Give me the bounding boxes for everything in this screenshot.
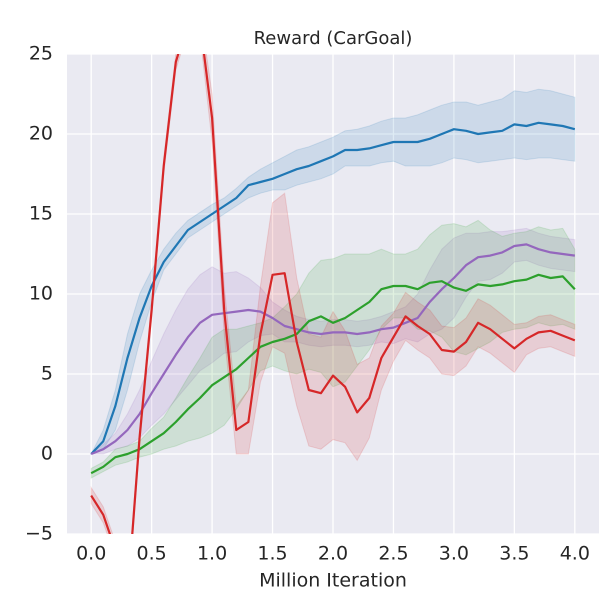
chart-title: Reward (CarGoal) xyxy=(254,28,413,49)
x-tick-label: 4.0 xyxy=(560,543,590,565)
y-tick-label: 5 xyxy=(41,363,53,385)
confidence-band xyxy=(90,54,576,534)
y-tick-label: 10 xyxy=(29,283,53,305)
x-tick-label: 2.0 xyxy=(318,543,348,565)
x-tick-label: 1.5 xyxy=(257,543,287,565)
series-line xyxy=(90,273,576,475)
y-tick-label: 20 xyxy=(29,123,53,145)
series-line xyxy=(90,54,576,534)
y-tick-label: 0 xyxy=(41,443,53,465)
series-line xyxy=(90,243,575,456)
x-tick-label: 1.0 xyxy=(197,543,227,565)
y-tick-label: 25 xyxy=(29,43,53,65)
x-axis-label: Million Iteration xyxy=(259,570,407,592)
confidence-band xyxy=(90,219,576,479)
x-tick-label: 3.5 xyxy=(499,543,529,565)
x-tick-label: 3.0 xyxy=(439,543,469,565)
x-tick-label: 0.5 xyxy=(137,543,167,565)
x-tick-label: 0.0 xyxy=(76,543,106,565)
y-tick-label: 15 xyxy=(29,203,53,225)
plot-area xyxy=(89,54,576,534)
labels: 0.0 0.5 1.0 1.5 2.0 2.5 3.0 3.5 4.0 −5 0 5 10 15 20 25 xyxy=(25,43,590,565)
y-tick-label: −5 xyxy=(25,523,53,545)
series-line xyxy=(90,121,576,455)
x-tick-label: 2.5 xyxy=(378,543,408,565)
